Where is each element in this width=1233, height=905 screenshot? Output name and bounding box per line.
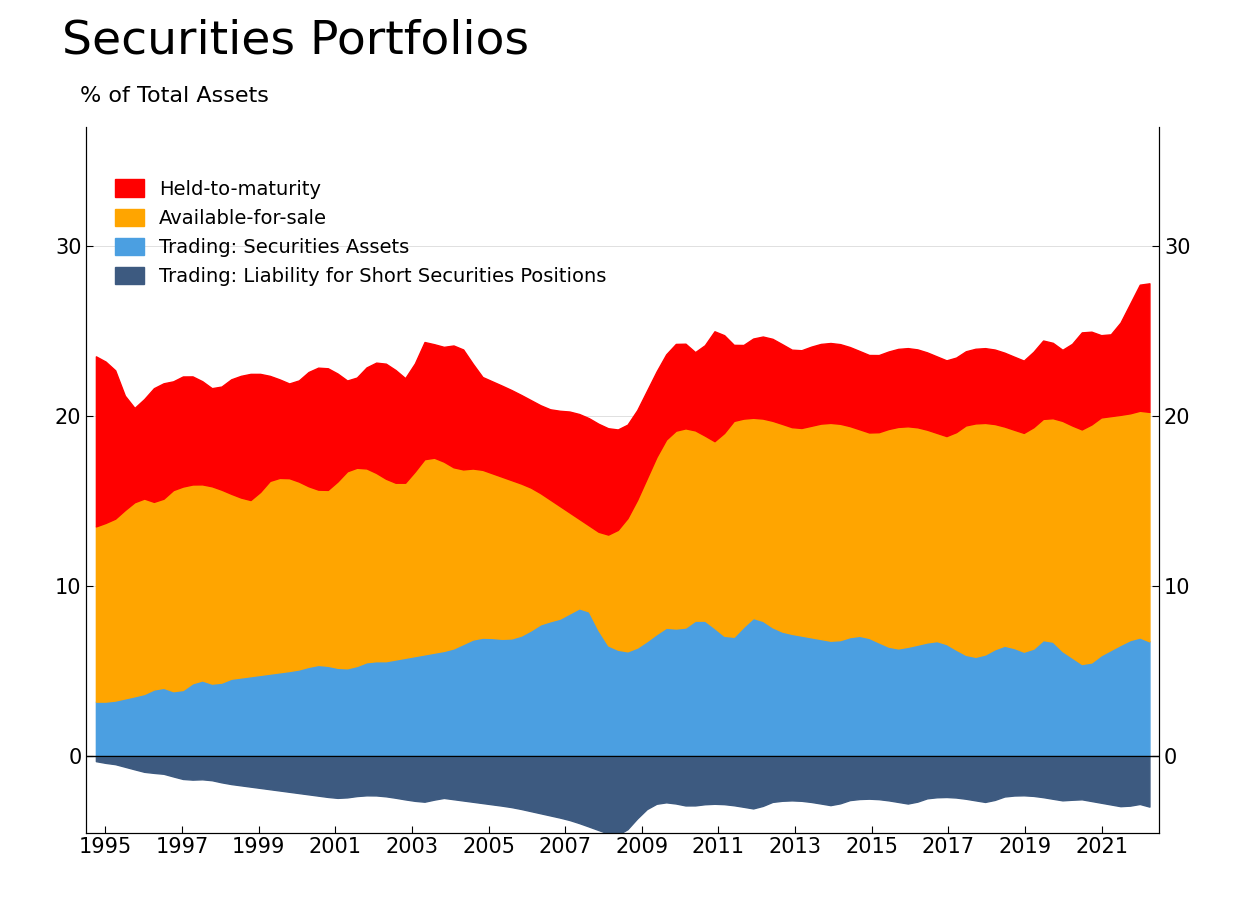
Text: % of Total Assets: % of Total Assets <box>80 86 269 106</box>
Text: Securities Portfolios: Securities Portfolios <box>62 18 529 63</box>
Legend: Held-to-maturity, Available-for-sale, Trading: Securities Assets, Trading: Liabi: Held-to-maturity, Available-for-sale, Tr… <box>107 172 614 294</box>
